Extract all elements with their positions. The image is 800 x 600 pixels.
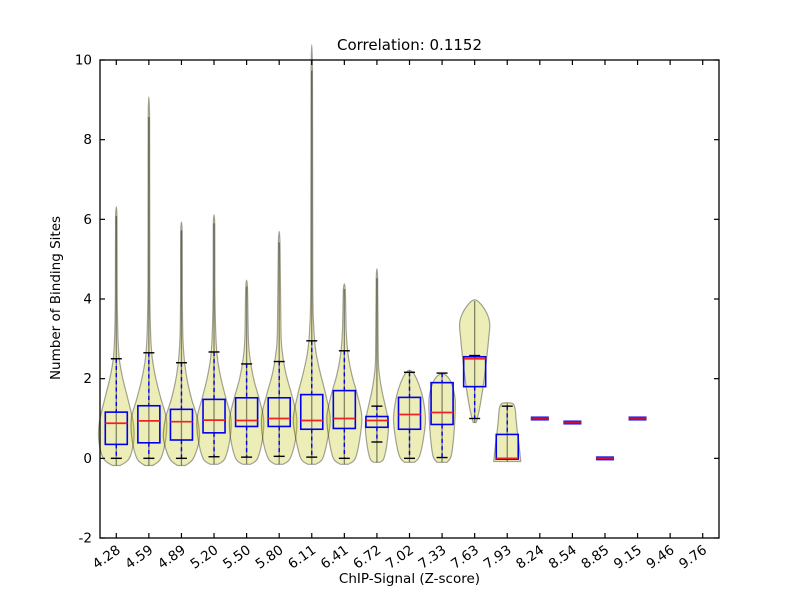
violin-body	[130, 96, 168, 467]
violin-group-4.89	[162, 221, 201, 467]
box	[430, 381, 454, 426]
x-tick-label: 6.72	[350, 542, 384, 572]
violin-group-7.63	[458, 299, 491, 424]
boxplot-group-4.89	[169, 362, 194, 460]
violin-group-6.72	[364, 268, 390, 463]
box	[202, 398, 226, 434]
x-tick-label: 7.33	[416, 542, 450, 572]
x-tick-label: 6.41	[318, 542, 352, 572]
x-tick-label: 8.24	[513, 542, 547, 572]
box	[137, 404, 161, 444]
x-tick-label: 8.54	[546, 542, 580, 572]
y-tick-label: 6	[83, 212, 92, 228]
violin-body	[260, 230, 298, 465]
box	[397, 396, 422, 431]
y-axis-label: Number of Binding Sites	[48, 215, 64, 381]
boxplot-group-5.80	[267, 360, 291, 458]
x-tick-label: 7.02	[383, 542, 417, 572]
violin-body	[292, 44, 331, 465]
violin-body	[458, 299, 491, 424]
box	[462, 355, 487, 388]
box	[234, 396, 259, 428]
chart-title: Correlation: 0.1152	[336, 36, 483, 54]
boxplot-group-7.33	[430, 372, 454, 459]
y-tick-label: 2	[83, 371, 92, 387]
violin-group-5.20	[196, 214, 232, 465]
boxplot-group-5.50	[234, 363, 259, 458]
boxplot-group-7.93	[495, 405, 520, 460]
x-tick-label: 5.20	[188, 542, 222, 572]
x-tick-label: 6.11	[285, 542, 319, 572]
axes-frame	[99, 59, 720, 539]
x-tick-label: 7.93	[481, 542, 515, 572]
x-tick-label: 5.80	[253, 542, 287, 572]
violin-body	[162, 221, 201, 467]
x-tick-label: 4.59	[122, 542, 156, 572]
x-tick-label: 5.50	[220, 542, 254, 572]
violin-group-7.93	[493, 402, 522, 463]
boxplot-group-7.63	[462, 354, 487, 420]
x-tick-label: 9.76	[676, 542, 710, 572]
box	[169, 408, 194, 441]
x-tick-label: 9.15	[611, 542, 645, 572]
violin-group-4.59	[130, 96, 168, 467]
box	[332, 389, 357, 430]
boxplot-group-7.02	[397, 371, 422, 460]
violin-body	[493, 402, 522, 463]
y-tick-label: 10	[75, 53, 92, 69]
boxplot-group-4.28	[104, 358, 129, 460]
x-tick-label: 4.28	[90, 542, 124, 572]
x-axis-label: ChIP-Signal (Z-score)	[338, 571, 481, 587]
y-tick-label: 0	[83, 451, 92, 467]
boxplot-group-6.11	[299, 340, 324, 458]
boxplot-group-5.20	[202, 351, 226, 458]
boxplot-group-6.72	[365, 405, 389, 443]
x-tick-label: 9.46	[644, 542, 678, 572]
box	[104, 411, 129, 446]
boxplot-group-4.59	[137, 352, 161, 460]
violin-body	[392, 369, 427, 463]
box	[267, 396, 291, 428]
violin-group-4.28	[97, 206, 135, 467]
boxplot-group-6.41	[332, 350, 357, 460]
box	[365, 415, 389, 429]
y-tick-label: -2	[79, 531, 92, 547]
x-tick-label: 7.63	[448, 542, 482, 572]
violin-group-6.11	[292, 44, 331, 465]
x-tick-label: 8.85	[578, 542, 612, 572]
y-tick-label: 8	[83, 132, 92, 148]
x-tick-label: 4.89	[155, 542, 189, 572]
y-tick-label: 4	[83, 292, 92, 308]
violin-body	[196, 214, 232, 465]
box	[299, 393, 324, 431]
